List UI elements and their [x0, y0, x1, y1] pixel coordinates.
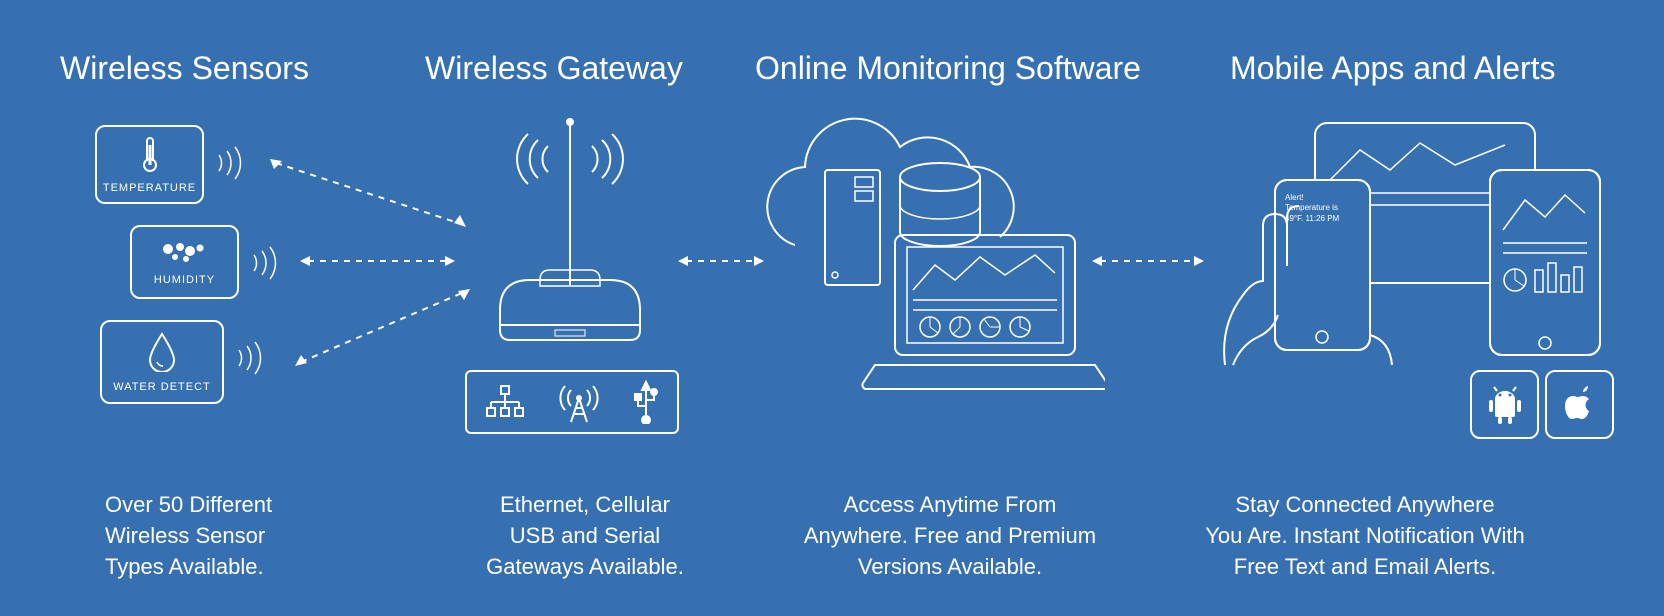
- sensor-water: WATER DETECT: [100, 320, 224, 404]
- sensor-label: TEMPERATURE: [103, 182, 196, 194]
- col-title-mobile: Mobile Apps and Alerts: [1230, 50, 1556, 87]
- cell-tower-icon: [559, 380, 599, 424]
- col-desc-sensors: Over 50 DifferentWireless SensorTypes Av…: [105, 490, 345, 582]
- ethernet-icon: [483, 384, 527, 420]
- wave-icon: [215, 145, 245, 186]
- arrow: [1092, 254, 1204, 273]
- sensor-label: HUMIDITY: [154, 274, 215, 286]
- arrow: [678, 254, 764, 273]
- col-title-software: Online Monitoring Software: [755, 50, 1141, 87]
- cloud-software-icon: [755, 115, 1105, 420]
- arrow: [300, 254, 455, 273]
- alert-text: Alert!Temperature is49°F. 11:26 PM: [1285, 193, 1362, 224]
- mobile-devices-icon: Alert!Temperature is49°F. 11:26 PM: [1215, 115, 1625, 380]
- sensor-temperature: TEMPERATURE: [95, 125, 204, 204]
- col-desc-software: Access Anytime FromAnywhere. Free and Pr…: [800, 490, 1100, 582]
- gateway-connections: [465, 370, 679, 434]
- col-title-sensors: Wireless Sensors: [60, 50, 309, 87]
- sensor-label: WATER DETECT: [113, 381, 211, 393]
- water-drop-icon: [147, 332, 177, 377]
- arrow: [295, 285, 470, 375]
- android-icon: [1470, 370, 1539, 439]
- arrow: [270, 155, 470, 240]
- gateway-device-icon: [460, 110, 680, 365]
- wave-icon: [250, 245, 280, 286]
- thermometer-icon: [140, 135, 160, 178]
- sensor-humidity: HUMIDITY: [130, 225, 239, 299]
- humidity-icon: [160, 239, 210, 270]
- wave-icon: [235, 340, 265, 381]
- apple-icon: [1545, 370, 1614, 439]
- col-title-gateway: Wireless Gateway: [425, 50, 683, 87]
- usb-icon: [631, 380, 661, 424]
- col-desc-mobile: Stay Connected AnywhereYou Are. Instant …: [1185, 490, 1545, 582]
- col-desc-gateway: Ethernet, CellularUSB and SerialGateways…: [470, 490, 700, 582]
